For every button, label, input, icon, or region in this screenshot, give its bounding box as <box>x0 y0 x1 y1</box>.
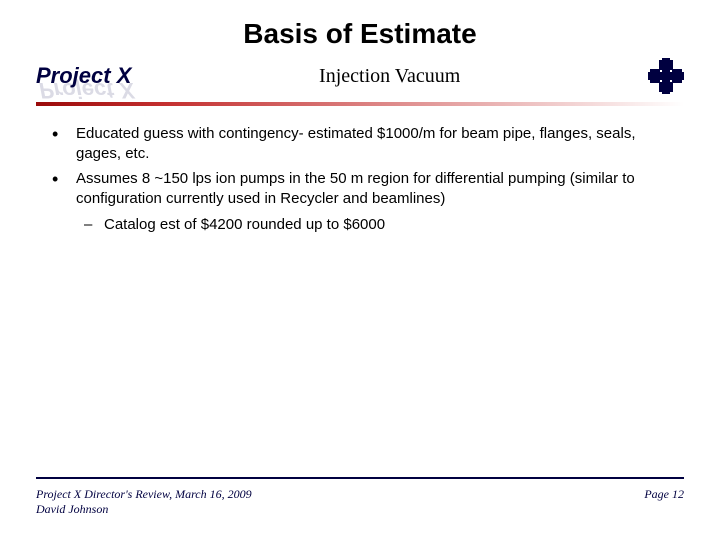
content-area: Educated guess with contingency- estimat… <box>36 124 684 235</box>
footer-row: Project X Director's Review, March 16, 2… <box>36 487 684 518</box>
logo-main: Project X <box>36 63 131 88</box>
header-row: Project X Project X Injection Vacuum <box>36 56 684 96</box>
footer-page: Page 12 <box>644 487 684 502</box>
footer-left: Project X Director's Review, March 16, 2… <box>36 487 252 518</box>
bullet-item: Educated guess with contingency- estimat… <box>52 124 676 165</box>
footer-divider <box>36 477 684 479</box>
slide-title: Basis of Estimate <box>36 18 684 50</box>
bullet-item: Assumes 8 ~150 lps ion pumps in the 50 m… <box>52 169 676 210</box>
footer: Project X Director's Review, March 16, 2… <box>36 477 684 518</box>
sub-bullet-item: Catalog est of $4200 rounded up to $6000 <box>76 215 676 235</box>
slide-subtitle: Injection Vacuum <box>131 65 648 88</box>
bullet-list: Educated guess with contingency- estimat… <box>52 124 676 209</box>
footer-author: David Johnson <box>36 502 252 518</box>
fermilab-logo-icon <box>648 58 684 94</box>
footer-review-line: Project X Director's Review, March 16, 2… <box>36 487 252 503</box>
project-x-logo: Project X Project X <box>36 63 131 89</box>
slide-root: Basis of Estimate Project X Project X In… <box>0 0 720 540</box>
